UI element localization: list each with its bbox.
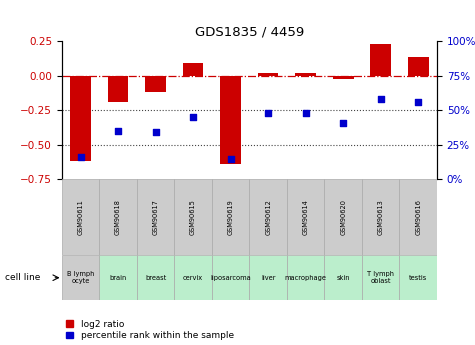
Bar xyxy=(370,44,391,76)
Text: cell line: cell line xyxy=(5,273,40,282)
Text: GSM90619: GSM90619 xyxy=(228,199,234,235)
Text: GSM90613: GSM90613 xyxy=(378,199,384,235)
Legend: log2 ratio, percentile rank within the sample: log2 ratio, percentile rank within the s… xyxy=(66,320,234,341)
Text: cervix: cervix xyxy=(183,275,203,281)
Bar xyxy=(249,255,287,300)
Bar xyxy=(99,179,137,255)
Bar xyxy=(249,179,287,255)
Text: GSM90611: GSM90611 xyxy=(77,199,84,235)
Bar xyxy=(333,76,353,79)
Bar xyxy=(324,179,362,255)
Bar xyxy=(212,179,249,255)
Text: GSM90620: GSM90620 xyxy=(340,199,346,235)
Bar xyxy=(324,255,362,300)
Point xyxy=(264,110,272,116)
Bar xyxy=(362,179,399,255)
Bar xyxy=(137,255,174,300)
Bar xyxy=(287,179,324,255)
Text: skin: skin xyxy=(336,275,350,281)
Text: macrophage: macrophage xyxy=(285,275,327,281)
Bar xyxy=(287,255,324,300)
Text: GSM90614: GSM90614 xyxy=(303,199,309,235)
Point xyxy=(152,130,160,135)
Point xyxy=(377,97,384,102)
Bar xyxy=(183,63,203,76)
Text: B lymph
ocyte: B lymph ocyte xyxy=(67,271,94,284)
Title: GDS1835 / 4459: GDS1835 / 4459 xyxy=(195,26,304,39)
Bar xyxy=(174,179,212,255)
Text: testis: testis xyxy=(409,275,428,281)
Bar xyxy=(399,255,437,300)
Bar xyxy=(258,73,278,76)
Point xyxy=(414,99,422,105)
Point xyxy=(227,156,235,161)
Text: GSM90612: GSM90612 xyxy=(265,199,271,235)
Point xyxy=(114,128,122,134)
Bar xyxy=(220,76,241,164)
Text: T lymph
oblast: T lymph oblast xyxy=(367,271,394,284)
Text: brain: brain xyxy=(109,275,127,281)
Bar xyxy=(99,255,137,300)
Text: liver: liver xyxy=(261,275,276,281)
Bar xyxy=(137,179,174,255)
Point xyxy=(77,155,85,160)
Bar xyxy=(145,76,166,92)
Bar xyxy=(212,255,249,300)
Bar xyxy=(62,179,99,255)
Bar xyxy=(174,255,212,300)
Point xyxy=(339,120,347,126)
Text: GSM90617: GSM90617 xyxy=(152,199,159,235)
Bar xyxy=(362,255,399,300)
Text: GSM90618: GSM90618 xyxy=(115,199,121,235)
Text: liposarcoma: liposarcoma xyxy=(210,275,251,281)
Bar xyxy=(399,179,437,255)
Bar xyxy=(295,73,316,76)
Point xyxy=(302,110,310,116)
Bar xyxy=(408,57,428,76)
Point xyxy=(189,115,197,120)
Bar xyxy=(62,255,99,300)
Text: breast: breast xyxy=(145,275,166,281)
Text: GSM90616: GSM90616 xyxy=(415,199,421,235)
Bar xyxy=(70,76,91,161)
Bar xyxy=(108,76,128,102)
Text: GSM90615: GSM90615 xyxy=(190,199,196,235)
